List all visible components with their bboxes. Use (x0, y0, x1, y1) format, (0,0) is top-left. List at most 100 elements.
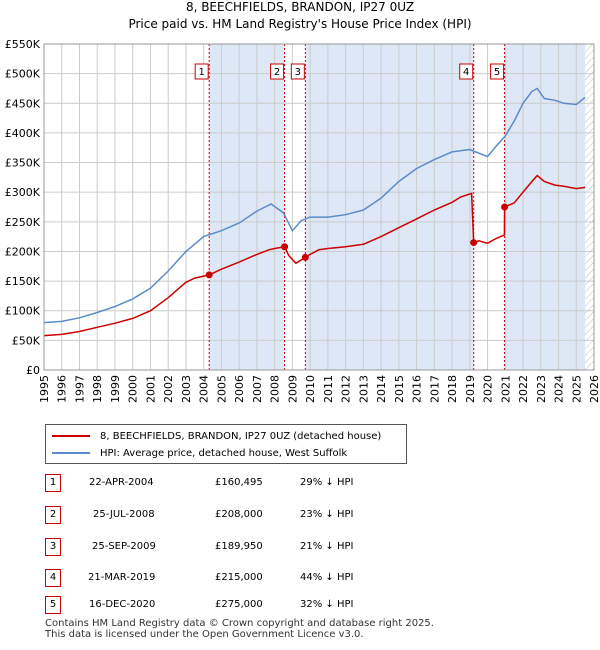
transaction-date: 25-SEP-2009 (92, 541, 156, 552)
transaction-date: 16-DEC-2020 (89, 599, 156, 610)
x-tick-label: 1997 (73, 375, 86, 403)
transaction-hpi: 23% ↓ HPI (300, 509, 354, 520)
x-tick-label: 1998 (91, 375, 104, 403)
y-tick-label: £300K (5, 186, 41, 199)
x-tick-label: 2024 (553, 375, 566, 403)
table-row: 1 22-APR-2004 £160,495 29% ↓ HPI (45, 474, 600, 492)
y-tick-label: £400K (5, 127, 41, 140)
x-tick-label: 2014 (375, 375, 388, 403)
x-tick-label: 2003 (180, 375, 193, 403)
x-tick-label: 2016 (411, 375, 424, 403)
transaction-hpi: 21% ↓ HPI (300, 541, 354, 552)
x-tick-label: 2010 (304, 375, 317, 403)
x-tick-label: 2023 (535, 375, 548, 403)
x-tick-label: 2011 (322, 375, 335, 403)
legend-swatch-property (52, 435, 90, 437)
y-tick-label: £150K (5, 275, 41, 288)
x-tick-label: 2009 (286, 375, 299, 403)
y-tick-label: £250K (5, 216, 41, 229)
x-tick-label: 2008 (269, 375, 282, 403)
transaction-marker-box (459, 63, 474, 80)
transaction-hpi: 32% ↓ HPI (300, 599, 354, 610)
y-tick-label: £0 (26, 364, 40, 377)
y-tick-label: £450K (5, 97, 41, 110)
legend-label-property: 8, BEECHFIELDS, BRANDON, IP27 0UZ (detac… (100, 430, 382, 442)
chart-title: 8, BEECHFIELDS, BRANDON, IP27 0UZ (185, 0, 415, 14)
property-series-line (43, 174, 586, 337)
legend-swatch-hpi (52, 452, 90, 454)
ownership-shade (305, 44, 474, 370)
x-tick-label: 2025 (570, 375, 583, 403)
footer: Contains HM Land Registry data © Crown c… (45, 618, 434, 640)
transaction-marker: 5 (45, 596, 61, 614)
x-tick-label: 1996 (56, 375, 69, 403)
footer-copyright: Contains HM Land Registry data © Crown c… (45, 618, 434, 629)
transaction-price: £275,000 (215, 599, 263, 610)
transaction-marker: 3 (45, 538, 61, 556)
transaction-date: 25-JUL-2008 (93, 509, 155, 520)
table-row: 3 25-SEP-2009 £189,950 21% ↓ HPI (45, 538, 600, 556)
x-tick-label: 2026 (588, 375, 600, 403)
x-tick-label: 2001 (144, 375, 157, 403)
transaction-date: 22-APR-2004 (89, 477, 154, 488)
x-tick-label: 2005 (215, 375, 228, 403)
table-row: 2 25-JUL-2008 £208,000 23% ↓ HPI (45, 506, 600, 524)
transaction-marker-label: 4 (463, 67, 469, 78)
x-tick-label: 2004 (198, 375, 211, 403)
x-tick-label: 1999 (109, 375, 122, 403)
transaction-marker-label: 1 (198, 67, 204, 78)
transaction-marker: 2 (45, 506, 61, 524)
transaction-point (281, 243, 289, 251)
legend-item-hpi: HPI: Average price, detached house, West… (52, 445, 347, 461)
x-tick-label: 2015 (393, 375, 406, 403)
y-tick-label: £550K (5, 38, 41, 51)
table-row: 4 21-MAR-2019 £215,000 44% ↓ HPI (45, 569, 600, 587)
transaction-price: £208,000 (215, 509, 263, 520)
x-tick-label: 2020 (482, 375, 495, 403)
ownership-shade (209, 44, 285, 370)
transaction-marker-label: 3 (295, 67, 301, 78)
y-tick-label: £50K (12, 334, 41, 347)
x-tick-label: 2021 (499, 375, 512, 403)
transaction-marker-label: 5 (494, 67, 500, 78)
legend-item-property: 8, BEECHFIELDS, BRANDON, IP27 0UZ (detac… (52, 428, 381, 444)
price-chart: £0 £50K £100K £150K £200K £250K £300K £350K £400… (5, 38, 600, 403)
legend-label-hpi: HPI: Average price, detached house, West… (100, 447, 348, 459)
x-tick-label: 2019 (464, 375, 477, 403)
x-tick-label: 2006 (233, 375, 246, 403)
y-tick-label: £350K (5, 157, 41, 170)
transaction-marker-box (490, 63, 505, 80)
x-tick-label: 2013 (357, 375, 370, 403)
ownership-shade (504, 44, 586, 370)
forecast-hatch (585, 44, 594, 370)
legend: 8, BEECHFIELDS, BRANDON, IP27 0UZ (detac… (45, 424, 407, 464)
transaction-hpi: 29% ↓ HPI (300, 477, 354, 488)
hpi-series-line (43, 87, 586, 324)
table-row: 5 16-DEC-2020 £275,000 32% ↓ HPI (45, 596, 600, 614)
transaction-date: 21-MAR-2019 (88, 572, 156, 583)
transaction-marker: 1 (45, 474, 61, 492)
x-tick-label: 2007 (251, 375, 264, 403)
y-tick-label: £100K (5, 305, 41, 318)
transaction-marker-box (270, 63, 285, 80)
x-tick-label: 1995 (38, 375, 51, 403)
transaction-marker: 4 (45, 569, 61, 587)
y-tick-label: £500K (5, 68, 41, 81)
x-tick-label: 2022 (517, 375, 530, 403)
x-tick-label: 2018 (446, 375, 459, 403)
x-tick-label: 2012 (340, 375, 353, 403)
transaction-price: £215,000 (215, 572, 263, 583)
chart-subtitle: Price paid vs. HM Land Registry's House … (128, 17, 472, 31)
footer-license: This data is licensed under the Open Gov… (45, 629, 364, 640)
transaction-price: £189,950 (215, 541, 263, 552)
transaction-hpi: 44% ↓ HPI (300, 572, 354, 583)
transaction-marker-label: 2 (274, 67, 280, 78)
y-tick-label: £200K (5, 245, 41, 258)
transaction-marker-box (290, 63, 305, 80)
x-tick-label: 2017 (428, 375, 441, 403)
transaction-price: £160,495 (215, 477, 263, 488)
transaction-point (501, 203, 509, 211)
x-tick-label: 2000 (127, 375, 140, 403)
transaction-marker-box (194, 63, 209, 80)
transaction-point (301, 253, 309, 261)
